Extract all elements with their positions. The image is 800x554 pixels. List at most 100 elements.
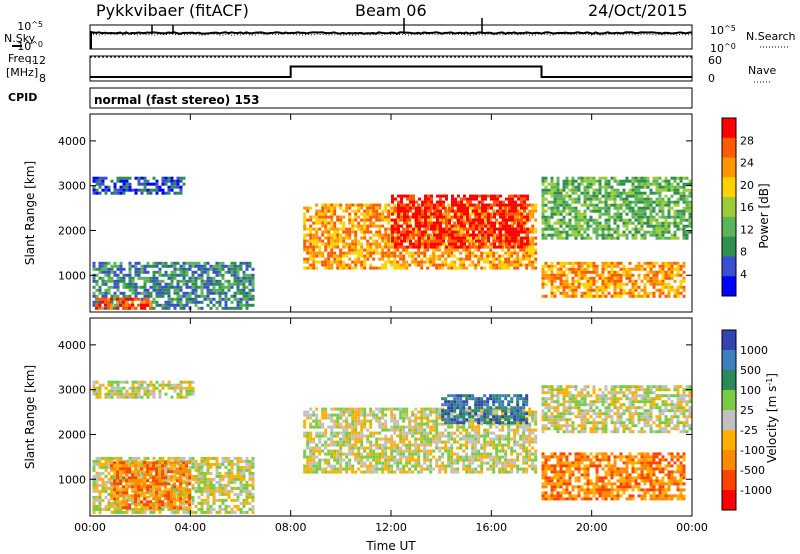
power-cell xyxy=(149,303,152,307)
power-cell xyxy=(438,245,442,249)
power-cell xyxy=(155,264,159,268)
velocity-cell xyxy=(131,497,135,501)
power-cell xyxy=(403,233,406,237)
power-cell xyxy=(634,200,638,204)
velocity-cell xyxy=(113,389,117,393)
velocity-cell xyxy=(170,461,174,465)
power-cell xyxy=(454,215,457,219)
power-cell xyxy=(427,197,430,201)
velocity-cell xyxy=(224,498,228,502)
velocity-cell xyxy=(251,477,255,481)
power-cell xyxy=(682,197,686,201)
power-cell xyxy=(212,279,216,283)
velocity-cell xyxy=(131,489,135,493)
noise-panel: N.Sky 10^5 10^0 10^5 10^0 N.Search xyxy=(4,18,796,55)
velocity-cell xyxy=(227,459,231,463)
power-cell xyxy=(607,236,611,240)
power-cell xyxy=(568,261,572,265)
power-cell xyxy=(324,227,328,231)
power-cell xyxy=(164,300,168,304)
power-cell xyxy=(369,218,373,222)
power-cell xyxy=(418,209,421,213)
power-cell xyxy=(655,212,659,216)
power-cell xyxy=(134,267,138,271)
power-cell xyxy=(188,279,192,283)
velocity-cell xyxy=(203,459,207,463)
velocity-cell xyxy=(140,494,144,498)
power-cell xyxy=(520,194,523,198)
power-cell xyxy=(655,188,659,192)
power-cell xyxy=(568,188,572,192)
power-cell xyxy=(119,297,122,301)
power-cell xyxy=(315,218,319,222)
power-cell xyxy=(357,206,361,210)
power-cell xyxy=(523,206,526,210)
power-cell xyxy=(592,197,596,201)
velocity-cell xyxy=(152,497,156,501)
power-cell xyxy=(511,227,514,231)
power-cell xyxy=(583,197,587,201)
velocity-cell xyxy=(128,498,132,502)
power-cell xyxy=(137,188,141,192)
power-cell xyxy=(408,203,412,207)
velocity-cell xyxy=(164,464,168,468)
power-cell xyxy=(487,206,490,210)
power-cell xyxy=(574,224,578,228)
power-cell xyxy=(607,261,611,265)
power-cell xyxy=(495,218,499,222)
velocity-cell xyxy=(170,507,174,511)
power-cell xyxy=(179,273,183,277)
power-cell xyxy=(239,291,243,295)
velocity-cell xyxy=(119,380,123,384)
power-cell xyxy=(625,206,629,210)
power-cell xyxy=(541,285,545,289)
power-cell xyxy=(685,236,689,240)
velocity-cell xyxy=(155,488,159,492)
power-cell xyxy=(336,203,340,207)
power-cell xyxy=(170,185,174,189)
freq-tick-12: 12 xyxy=(32,54,46,67)
power-cell xyxy=(586,179,590,183)
velocity-cell xyxy=(116,383,120,387)
power-cell xyxy=(306,227,310,231)
power-cell xyxy=(107,270,111,274)
power-cell xyxy=(209,264,213,268)
power-cell xyxy=(468,212,472,216)
velocity-cell xyxy=(179,491,183,495)
power-cell xyxy=(315,236,319,240)
power-cell xyxy=(146,182,150,186)
power-cell xyxy=(98,179,102,183)
velocity-cell xyxy=(215,489,219,493)
velocity-cell xyxy=(182,464,186,468)
power-cell xyxy=(369,203,373,207)
power-cell xyxy=(670,200,674,204)
power-cell xyxy=(631,200,635,204)
power-cell xyxy=(514,209,517,213)
velocity-cell xyxy=(206,486,210,490)
velocity-cell xyxy=(101,471,105,475)
velocity-cell xyxy=(92,510,96,514)
power-cell xyxy=(119,261,123,265)
power-cell xyxy=(616,279,620,283)
velocity-cell xyxy=(179,482,183,486)
power-cell xyxy=(251,297,255,301)
power-cell xyxy=(496,194,499,198)
power-cell xyxy=(562,264,566,268)
velocity-cell xyxy=(188,456,192,460)
power-cell xyxy=(176,288,180,292)
power-cell xyxy=(478,212,481,216)
velocity-cell xyxy=(218,489,222,493)
velocity-cell xyxy=(158,395,162,399)
velocity-cell xyxy=(212,462,216,466)
power-cell xyxy=(565,194,569,198)
velocity-cell xyxy=(107,486,111,490)
velocity-cell xyxy=(197,477,201,481)
velocity-cell xyxy=(116,461,120,465)
velocity-cell xyxy=(206,492,210,496)
power-cell xyxy=(203,297,207,301)
power-cell xyxy=(95,279,99,283)
power-cell xyxy=(664,200,668,204)
power-cell xyxy=(406,236,409,240)
power-cell xyxy=(438,263,442,267)
power-cell xyxy=(471,239,475,243)
